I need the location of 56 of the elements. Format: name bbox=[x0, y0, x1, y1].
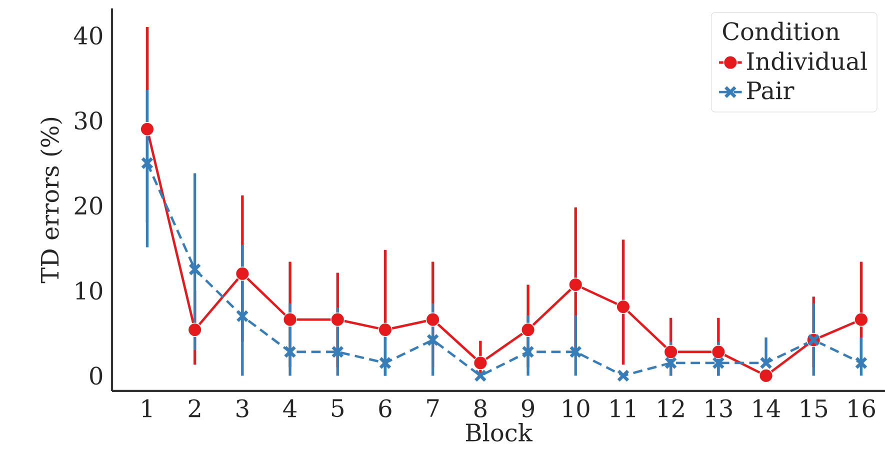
point bbox=[284, 346, 296, 358]
x-tick-label: 4 bbox=[283, 399, 296, 418]
x-tick-label: 2 bbox=[188, 399, 200, 418]
point bbox=[473, 356, 488, 370]
point bbox=[140, 122, 154, 136]
point bbox=[426, 334, 440, 346]
point bbox=[426, 312, 440, 327]
point bbox=[235, 266, 250, 281]
point bbox=[854, 312, 868, 327]
x-tick-label: 3 bbox=[236, 399, 248, 418]
x-tick-label: 5 bbox=[332, 399, 344, 418]
legend-label: Pair bbox=[746, 81, 794, 100]
point bbox=[520, 322, 536, 337]
x-tick-label: 12 bbox=[658, 399, 684, 418]
x-tick-label: 7 bbox=[427, 399, 439, 417]
point bbox=[188, 322, 202, 337]
point bbox=[188, 263, 202, 276]
point bbox=[758, 368, 774, 383]
point bbox=[282, 312, 298, 327]
point bbox=[568, 278, 583, 292]
point bbox=[330, 312, 345, 327]
x-tick-label: 11 bbox=[610, 399, 636, 418]
y-tick-label: 0 bbox=[90, 366, 102, 385]
y-tick-label: 20 bbox=[74, 196, 102, 215]
x-tick-label: 16 bbox=[848, 399, 875, 418]
point bbox=[331, 346, 344, 358]
point bbox=[236, 310, 249, 323]
x-tick-label: 9 bbox=[522, 399, 534, 418]
legend-title: Condition bbox=[723, 22, 840, 40]
x-tick-label: 8 bbox=[474, 399, 486, 418]
x-tick-label: 1 bbox=[142, 399, 152, 418]
x-tick-label: 14 bbox=[754, 399, 780, 418]
point bbox=[474, 369, 487, 382]
point bbox=[522, 346, 534, 358]
point bbox=[664, 344, 678, 359]
point bbox=[140, 156, 154, 170]
point bbox=[854, 356, 868, 370]
point bbox=[616, 300, 630, 314]
point bbox=[711, 344, 726, 359]
x-tick-label: 15 bbox=[801, 399, 828, 418]
y-axis-title: TD errors (%) bbox=[40, 118, 62, 284]
point bbox=[664, 356, 678, 370]
point bbox=[378, 322, 392, 337]
legend-label: Individual bbox=[746, 52, 867, 70]
point bbox=[616, 369, 630, 382]
point bbox=[378, 356, 392, 370]
x-axis-title: Block bbox=[466, 423, 533, 442]
y-tick-label: 10 bbox=[76, 282, 102, 300]
x-tick-label: 6 bbox=[379, 399, 392, 418]
point bbox=[712, 356, 725, 370]
point bbox=[760, 356, 772, 370]
y-tick-label: 30 bbox=[75, 112, 102, 130]
x-tick-label: 10 bbox=[563, 399, 590, 418]
x-tick-label: 13 bbox=[706, 399, 732, 418]
y-tick-label: 40 bbox=[74, 26, 102, 45]
point bbox=[569, 346, 582, 358]
